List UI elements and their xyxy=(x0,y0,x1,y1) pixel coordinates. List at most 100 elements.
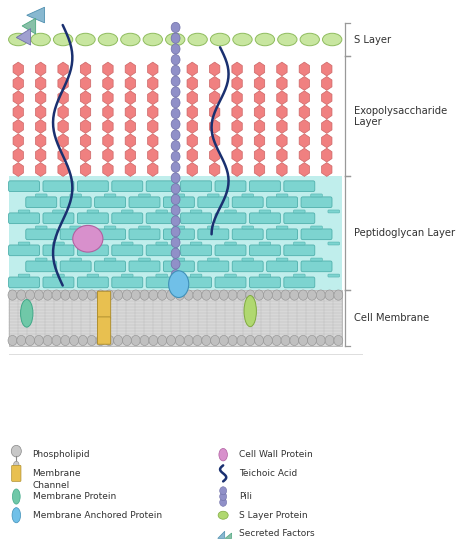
FancyBboxPatch shape xyxy=(225,210,237,213)
Circle shape xyxy=(281,335,290,346)
Circle shape xyxy=(171,76,180,86)
Polygon shape xyxy=(277,119,287,133)
FancyBboxPatch shape xyxy=(173,226,185,229)
Circle shape xyxy=(325,335,334,346)
Ellipse shape xyxy=(300,33,319,46)
Ellipse shape xyxy=(12,508,20,523)
Polygon shape xyxy=(36,134,46,148)
FancyBboxPatch shape xyxy=(77,277,109,288)
FancyBboxPatch shape xyxy=(249,277,281,288)
Polygon shape xyxy=(255,148,264,162)
FancyBboxPatch shape xyxy=(104,194,116,197)
FancyBboxPatch shape xyxy=(87,210,99,213)
FancyBboxPatch shape xyxy=(225,274,237,277)
Circle shape xyxy=(149,335,158,346)
Polygon shape xyxy=(232,163,242,177)
Circle shape xyxy=(26,335,35,346)
FancyBboxPatch shape xyxy=(284,245,315,255)
Circle shape xyxy=(171,140,180,151)
Polygon shape xyxy=(321,119,332,133)
FancyBboxPatch shape xyxy=(60,229,91,240)
Polygon shape xyxy=(232,77,242,90)
Circle shape xyxy=(166,335,175,346)
FancyBboxPatch shape xyxy=(129,229,160,240)
FancyBboxPatch shape xyxy=(156,274,167,277)
Polygon shape xyxy=(125,163,136,177)
Polygon shape xyxy=(210,119,220,133)
Polygon shape xyxy=(321,163,332,177)
FancyBboxPatch shape xyxy=(146,245,177,255)
Ellipse shape xyxy=(244,295,256,327)
Circle shape xyxy=(26,290,35,300)
Polygon shape xyxy=(80,91,91,105)
Circle shape xyxy=(308,335,316,346)
Polygon shape xyxy=(187,91,197,105)
Circle shape xyxy=(171,22,180,32)
Polygon shape xyxy=(13,91,23,105)
Polygon shape xyxy=(147,105,158,119)
FancyBboxPatch shape xyxy=(70,194,82,197)
Ellipse shape xyxy=(98,33,118,46)
FancyBboxPatch shape xyxy=(139,194,150,197)
Polygon shape xyxy=(103,91,113,105)
Ellipse shape xyxy=(76,33,95,46)
Polygon shape xyxy=(13,77,23,90)
Ellipse shape xyxy=(121,33,140,46)
Ellipse shape xyxy=(12,489,20,504)
Circle shape xyxy=(131,290,140,300)
FancyBboxPatch shape xyxy=(104,258,116,261)
Polygon shape xyxy=(103,148,113,162)
FancyBboxPatch shape xyxy=(164,197,194,207)
Circle shape xyxy=(96,335,105,346)
Circle shape xyxy=(308,290,316,300)
Polygon shape xyxy=(232,105,242,119)
Polygon shape xyxy=(16,29,31,45)
FancyBboxPatch shape xyxy=(139,258,150,261)
Polygon shape xyxy=(321,134,332,148)
FancyBboxPatch shape xyxy=(43,181,74,192)
Circle shape xyxy=(184,290,193,300)
FancyBboxPatch shape xyxy=(164,261,194,272)
Circle shape xyxy=(210,290,219,300)
Polygon shape xyxy=(58,119,68,133)
Polygon shape xyxy=(125,105,136,119)
Circle shape xyxy=(140,290,149,300)
Polygon shape xyxy=(125,134,136,148)
Polygon shape xyxy=(147,62,158,76)
Polygon shape xyxy=(299,119,310,133)
FancyBboxPatch shape xyxy=(311,226,322,229)
Polygon shape xyxy=(13,105,23,119)
Ellipse shape xyxy=(188,33,207,46)
Circle shape xyxy=(171,55,180,65)
Polygon shape xyxy=(299,163,310,177)
Polygon shape xyxy=(187,134,197,148)
Circle shape xyxy=(171,259,180,269)
FancyBboxPatch shape xyxy=(98,317,110,345)
Polygon shape xyxy=(187,148,197,162)
FancyBboxPatch shape xyxy=(225,242,237,245)
Polygon shape xyxy=(103,163,113,177)
FancyBboxPatch shape xyxy=(190,242,202,245)
Polygon shape xyxy=(299,134,310,148)
FancyBboxPatch shape xyxy=(276,194,288,197)
FancyBboxPatch shape xyxy=(249,245,281,255)
Circle shape xyxy=(246,335,255,346)
Polygon shape xyxy=(27,7,45,23)
FancyBboxPatch shape xyxy=(311,258,322,261)
Ellipse shape xyxy=(9,33,28,46)
FancyBboxPatch shape xyxy=(208,258,219,261)
FancyBboxPatch shape xyxy=(215,213,246,224)
FancyBboxPatch shape xyxy=(164,229,194,240)
FancyBboxPatch shape xyxy=(53,210,64,213)
FancyBboxPatch shape xyxy=(9,213,39,224)
Circle shape xyxy=(184,335,193,346)
Polygon shape xyxy=(277,77,287,90)
FancyBboxPatch shape xyxy=(232,197,263,207)
FancyBboxPatch shape xyxy=(18,242,30,245)
FancyBboxPatch shape xyxy=(181,213,211,224)
Ellipse shape xyxy=(73,225,103,252)
FancyBboxPatch shape xyxy=(18,274,30,277)
FancyBboxPatch shape xyxy=(139,226,150,229)
FancyBboxPatch shape xyxy=(232,261,263,272)
Circle shape xyxy=(299,290,308,300)
